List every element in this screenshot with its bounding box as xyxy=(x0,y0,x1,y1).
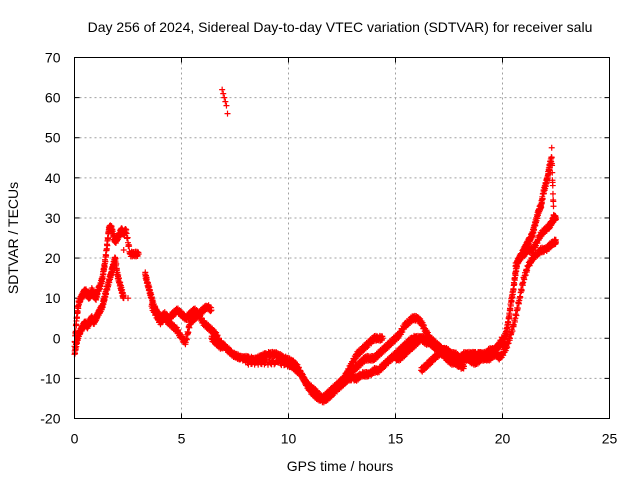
data-point-track-a xyxy=(124,234,131,241)
data-point-isolated xyxy=(223,102,230,109)
data-point-track-j xyxy=(549,190,556,197)
data-points xyxy=(71,86,559,406)
data-point-track-j xyxy=(549,162,556,169)
data-point-track-j xyxy=(550,203,557,210)
y-axis-ticks: -20 -10 0 10 20 30 40 50 60 70 xyxy=(40,50,610,427)
x-tick-label: 0 xyxy=(71,431,79,447)
data-point-track-j xyxy=(549,182,556,189)
y-tick-label: 10 xyxy=(45,290,61,306)
x-tick-label: 5 xyxy=(178,431,186,447)
data-point-track-h xyxy=(460,363,467,370)
data-point-track-k xyxy=(518,287,525,294)
y-tick-label: -20 xyxy=(40,411,60,427)
data-point-track-d xyxy=(208,307,215,314)
y-tick-label: 70 xyxy=(45,50,61,66)
data-point-isolated xyxy=(120,247,127,254)
y-tick-label: -10 xyxy=(40,370,60,386)
chart-title: Day 256 of 2024, Sidereal Day-to-day VTE… xyxy=(88,19,593,35)
data-point-isolated xyxy=(221,94,228,101)
y-tick-label: 40 xyxy=(45,170,61,186)
data-point-track-d xyxy=(185,329,192,336)
data-point-track-a xyxy=(126,243,133,250)
data-point-track-j xyxy=(549,169,556,176)
x-tick-label: 25 xyxy=(602,431,618,447)
data-point-track-l xyxy=(550,214,557,221)
x-axis-label: GPS time / hours xyxy=(287,458,394,474)
y-tick-label: 0 xyxy=(53,330,61,346)
y-tick-label: 60 xyxy=(45,90,61,106)
data-point-isolated xyxy=(548,144,555,151)
y-tick-label: 50 xyxy=(45,130,61,146)
data-point-track-f xyxy=(266,357,273,364)
x-tick-label: 15 xyxy=(388,431,404,447)
x-tick-label: 20 xyxy=(495,431,511,447)
plot-frame xyxy=(74,57,610,419)
data-point-isolated xyxy=(224,110,231,117)
data-point-track-j xyxy=(548,154,555,161)
data-point-track-f xyxy=(379,335,386,342)
y-tick-label: 30 xyxy=(45,210,61,226)
data-point-track-k xyxy=(514,305,521,312)
data-point-isolated xyxy=(125,295,131,302)
y-tick-label: 20 xyxy=(45,250,61,266)
data-point-isolated xyxy=(219,86,226,93)
x-tick-label: 10 xyxy=(281,431,297,447)
data-point-isolated xyxy=(220,90,227,97)
x-axis-ticks: 0 5 10 15 20 25 xyxy=(71,57,618,447)
y-axis-label: SDTVAR / TECUs xyxy=(5,182,21,294)
data-point-track-k xyxy=(553,239,559,246)
data-point-isolated xyxy=(222,98,229,105)
data-point-track-a xyxy=(135,251,142,258)
